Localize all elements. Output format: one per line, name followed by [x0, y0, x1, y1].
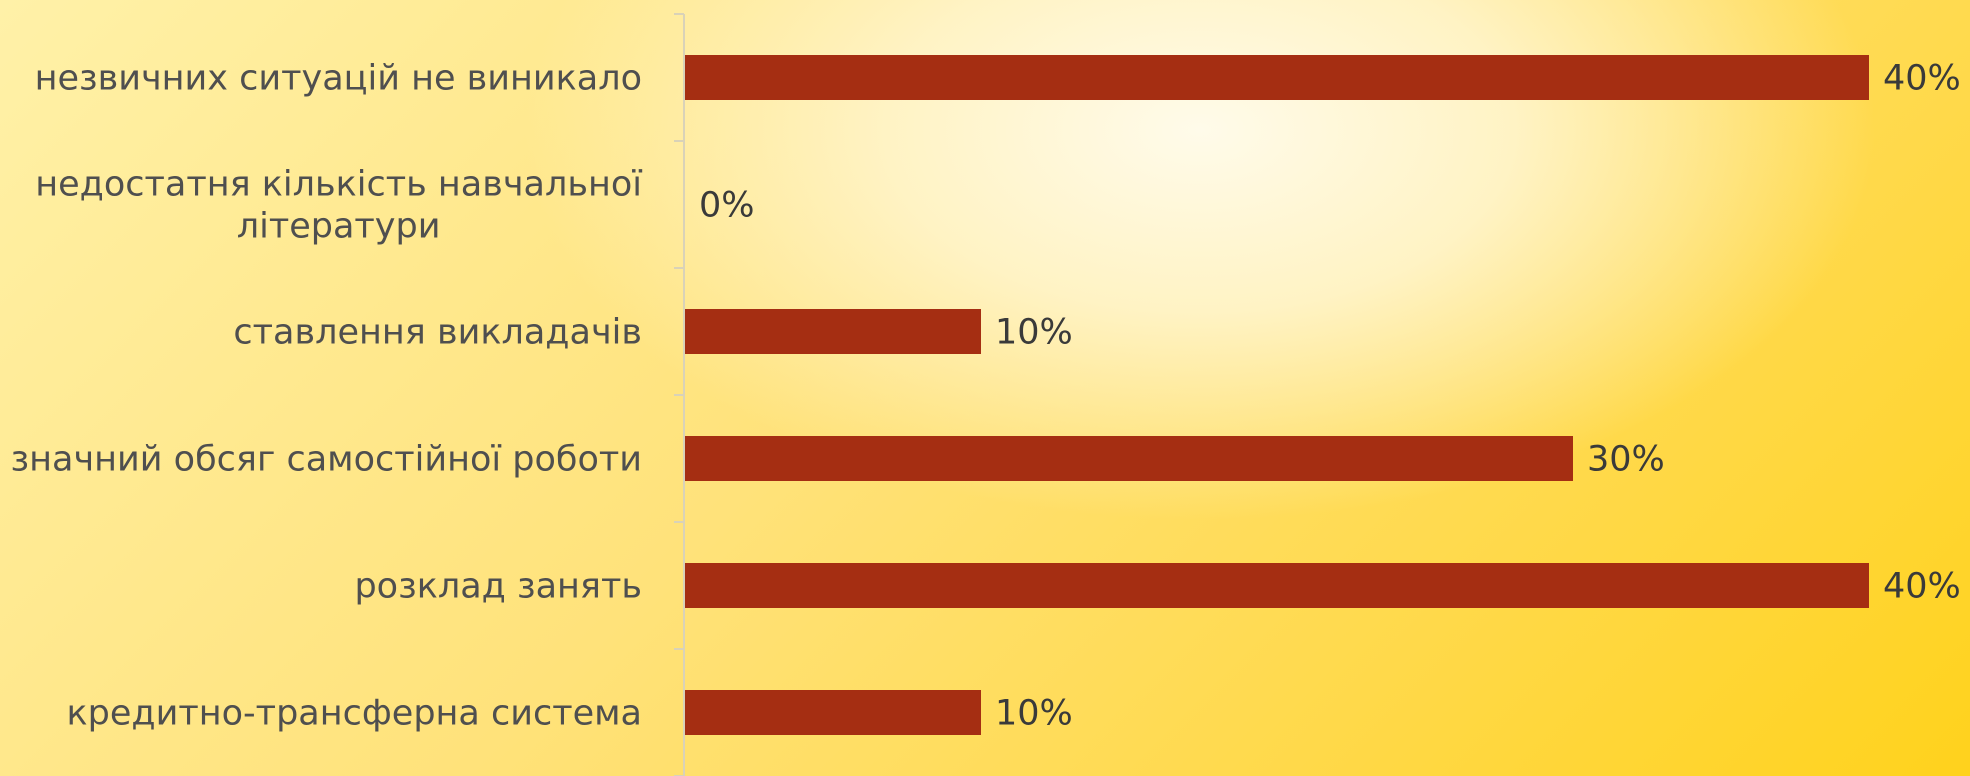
bar [685, 55, 1869, 100]
category-label: кредитно-трансферна система [67, 694, 642, 734]
category-label: розклад занять [354, 567, 642, 607]
category-label: літератури [237, 207, 441, 247]
bar [685, 436, 1573, 481]
category-label: незвичних ситуацій не виникало [35, 59, 642, 99]
category-label: ставлення викладачів [233, 313, 642, 353]
category-label: недостатня кількість навчальної [35, 165, 642, 205]
bar-value-label: 10% [995, 313, 1073, 353]
bar-value-label: 0% [699, 186, 755, 226]
bar [685, 563, 1869, 608]
bar [685, 690, 981, 735]
bar-value-label: 40% [1883, 567, 1961, 607]
bar-value-label: 40% [1883, 59, 1961, 99]
bar-value-label: 10% [995, 694, 1073, 734]
category-label: значний обсяг самостійної роботи [11, 440, 642, 480]
bar [685, 309, 981, 354]
bar-value-label: 30% [1587, 440, 1665, 480]
